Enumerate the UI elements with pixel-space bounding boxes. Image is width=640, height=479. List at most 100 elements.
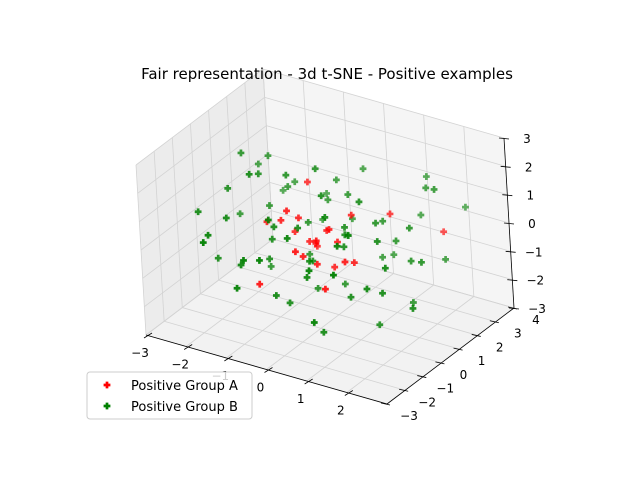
data-point-group-b [321, 213, 329, 221]
z-tick-mark [502, 194, 513, 197]
data-point-group-b [341, 280, 349, 288]
data-point-group-b [379, 289, 386, 297]
data-point-group-a [325, 226, 333, 233]
data-point-group-b [264, 216, 272, 224]
data-point-group-b [379, 217, 387, 225]
data-point-group-b [324, 196, 332, 204]
data-point-group-b [340, 243, 348, 251]
y-tick-mark [453, 347, 463, 351]
z-tick-mark [507, 279, 518, 282]
data-point-group-b [291, 178, 299, 186]
data-point-group-b [224, 184, 232, 192]
y-tick-mark [489, 320, 499, 324]
data-point-group-b [233, 284, 241, 292]
data-point-group-b [254, 160, 262, 168]
data-point-group-a [283, 207, 290, 215]
gridline [144, 210, 272, 307]
data-point-group-b [272, 292, 280, 299]
z-tick-label: 3 [523, 132, 531, 146]
x-tick-label: 2 [337, 404, 345, 418]
y-tick-label: −2 [418, 395, 436, 409]
data-point-group-b [311, 165, 319, 173]
x-tick-mark [304, 378, 313, 385]
data-point-group-b [305, 267, 313, 275]
gridline [200, 293, 442, 364]
data-point-group-b [462, 203, 469, 211]
data-point-group-b [306, 250, 314, 258]
data-point-group-b [245, 170, 253, 178]
z-axis-line [503, 137, 515, 309]
data-point-group-a [322, 285, 329, 293]
data-point-group-b [237, 261, 245, 269]
data-point-group-b [373, 238, 381, 245]
data-point-group-b [333, 242, 341, 250]
y-axis-line [386, 307, 515, 405]
data-point-group-a [292, 248, 299, 256]
data-point-group-b [355, 198, 363, 206]
gridline [272, 238, 515, 309]
data-point-group-a [304, 178, 311, 186]
data-point-group-b [430, 186, 438, 193]
y-tick-mark [380, 402, 391, 406]
data-point-group-b [199, 239, 207, 246]
data-point-group-b [376, 321, 384, 329]
data-point-group-a [347, 211, 355, 219]
x-tick-mark [143, 332, 153, 339]
legend-marker [103, 381, 111, 389]
data-point-group-b [310, 319, 318, 326]
gridline [135, 68, 264, 166]
x-tick-mark [224, 355, 233, 362]
data-point-group-b [256, 257, 263, 264]
data-point-group-b [284, 183, 292, 190]
z-tick-mark [498, 137, 510, 140]
legend-label-group-a: Positive Group A [131, 379, 238, 394]
data-point-group-b [268, 235, 276, 243]
z-tick-label: −1 [525, 245, 543, 259]
y-tick-label: 2 [496, 340, 504, 354]
gridline [164, 320, 406, 391]
gridline [266, 125, 508, 196]
gridline [267, 153, 510, 224]
data-point-group-b [270, 223, 278, 231]
data-point-group-b [266, 255, 274, 263]
data-point-group-a [440, 228, 448, 236]
z-tick-mark [500, 165, 511, 168]
legend-box [86, 371, 253, 420]
data-point-group-b [236, 210, 244, 218]
data-point-group-b [341, 223, 348, 231]
data-point-group-b [304, 218, 312, 226]
y-tick-mark [435, 361, 445, 365]
data-point-group-b [254, 170, 262, 178]
data-point-group-b [418, 258, 425, 266]
y-tick-label: 1 [478, 354, 486, 368]
gridline [264, 96, 506, 167]
data-point-group-b [330, 271, 337, 279]
data-point-group-b [214, 254, 222, 262]
data-point-group-b [407, 257, 415, 265]
axes-edges [145, 137, 515, 405]
data-point-group-b [344, 232, 352, 240]
gridline [185, 250, 314, 347]
data-point-group-b [359, 165, 367, 173]
gridline [137, 97, 265, 194]
y-tick-mark [417, 375, 427, 378]
gridline [182, 307, 424, 377]
data-point-group-b [422, 184, 430, 192]
data-point-group-b [317, 192, 325, 200]
data-point-group-b [222, 214, 230, 222]
data-point-group-a [386, 210, 394, 218]
data-point-group-b [409, 299, 417, 306]
data-point-group-b [390, 251, 398, 259]
data-point-group-b [319, 216, 327, 223]
z-tick-label: 2 [525, 160, 533, 174]
data-point-group-b [381, 264, 389, 272]
chart-title: Fair representation - 3d t-SNE - Positiv… [141, 65, 513, 83]
x-axis-line [145, 334, 388, 405]
z-tick-label: 1 [527, 189, 535, 203]
data-point-group-a [350, 259, 358, 267]
data-point-group-b [294, 224, 302, 232]
y-tick-label: 3 [514, 327, 522, 341]
data-point-group-b [379, 253, 387, 261]
data-point-group-b [264, 152, 272, 160]
